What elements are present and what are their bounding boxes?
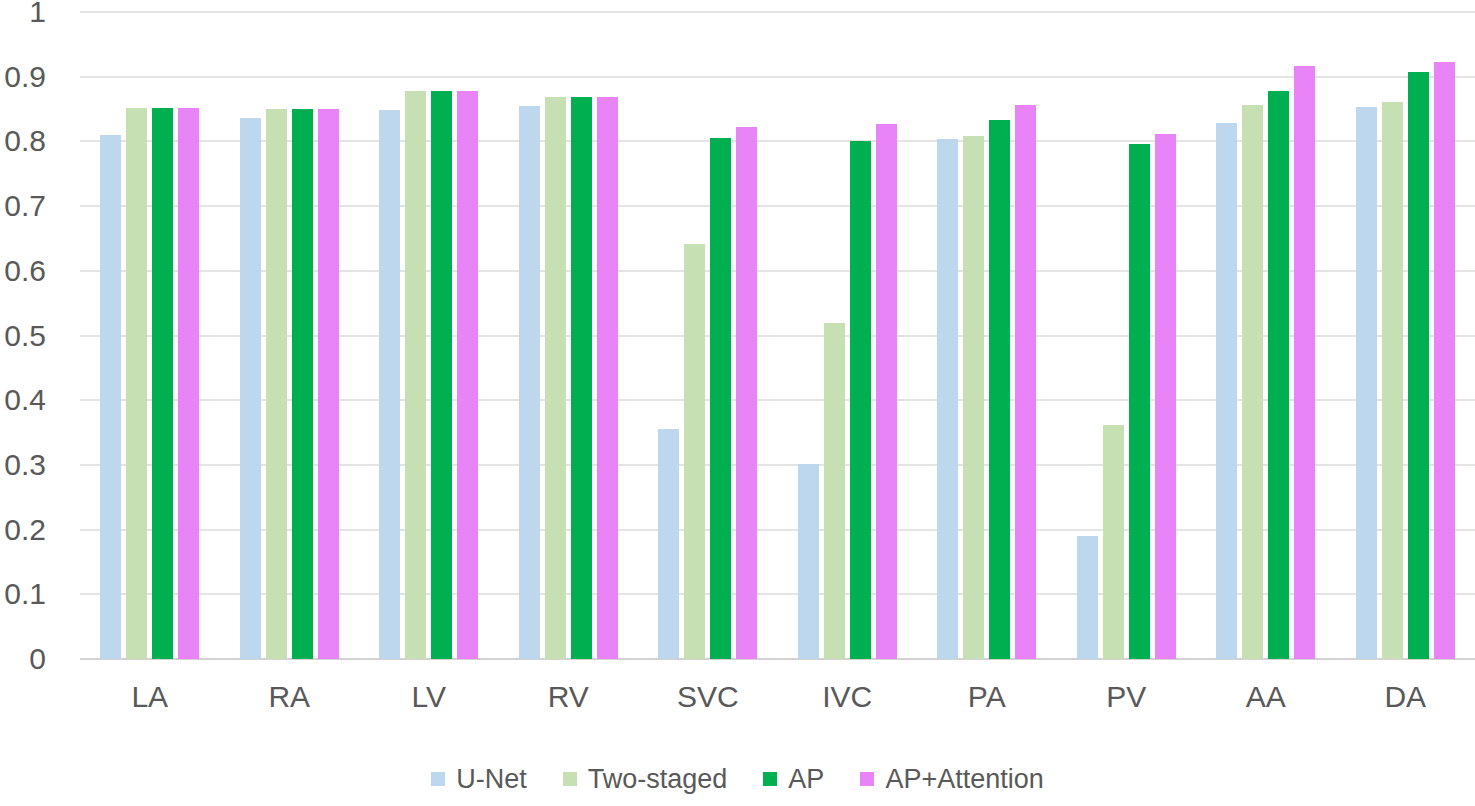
bar-LA-U-Net: [100, 135, 121, 659]
x-tick-label-IVC: IVC: [778, 680, 918, 714]
bar-group-SVC: [638, 12, 778, 659]
bar-PV-U-Net: [1077, 536, 1098, 659]
bar-AA-AP+Attention: [1294, 66, 1315, 659]
bar-PV-AP: [1129, 144, 1150, 659]
bars-row: [80, 12, 1475, 659]
legend-item-Two-staged: Two-staged: [563, 764, 728, 794]
bar-PA-AP: [989, 120, 1010, 659]
legend-label: Two-staged: [588, 764, 728, 794]
y-axis: 00.10.20.30.40.50.60.70.80.91: [0, 12, 46, 659]
x-tick-label-RA: RA: [220, 680, 360, 714]
bar-group-RV: [499, 12, 639, 659]
bar-RA-Two-staged: [266, 109, 287, 659]
bar-DA-Two-staged: [1382, 102, 1403, 659]
bar-LV-AP: [431, 91, 452, 659]
y-tick-label-0.5: 0.5: [0, 321, 46, 351]
bar-group-PV: [1057, 12, 1197, 659]
legend-item-AP: AP: [763, 764, 824, 794]
x-tick-label-LV: LV: [359, 680, 499, 714]
legend-label: AP+Attention: [885, 764, 1043, 794]
x-tick-label-SVC: SVC: [638, 680, 778, 714]
bar-PA-U-Net: [937, 139, 958, 659]
bar-RA-U-Net: [240, 118, 261, 659]
bar-RV-AP+Attention: [597, 97, 618, 659]
legend-swatch-icon: [763, 772, 777, 786]
plot-area: [80, 12, 1475, 659]
bar-LV-Two-staged: [405, 91, 426, 659]
x-axis: LARALVRVSVCIVCPAPVAADA: [80, 680, 1475, 714]
bar-LV-AP+Attention: [457, 91, 478, 659]
bar-RV-U-Net: [519, 106, 540, 659]
x-tick-label-RV: RV: [499, 680, 639, 714]
legend-item-AP+Attention: AP+Attention: [860, 764, 1043, 794]
bar-SVC-AP: [710, 138, 731, 659]
bar-SVC-Two-staged: [684, 244, 705, 659]
bar-IVC-U-Net: [798, 464, 819, 659]
bar-PA-AP+Attention: [1015, 105, 1036, 659]
y-tick-label-0.8: 0.8: [0, 126, 46, 156]
y-tick-label-0.3: 0.3: [0, 450, 46, 480]
bar-LA-Two-staged: [126, 108, 147, 659]
legend-swatch-icon: [563, 772, 577, 786]
bar-chart: 0 0.1 0.2 0.3 0.4 0.5 0.6 0.7 0.8 0.9 1 LARALVRVSV…: [0, 0, 1475, 806]
bar-DA-U-Net: [1356, 107, 1377, 659]
bar-RA-AP+Attention: [318, 109, 339, 659]
x-tick-label-PV: PV: [1057, 680, 1197, 714]
bar-group-PA: [917, 12, 1057, 659]
x-tick-label-DA: DA: [1336, 680, 1475, 714]
y-tick-label-0.9: 0.9: [0, 62, 46, 92]
y-tick-label-0.6: 0.6: [0, 256, 46, 286]
bar-DA-AP: [1408, 72, 1429, 659]
legend-swatch-icon: [860, 772, 874, 786]
y-tick-label-0: 0: [0, 644, 46, 674]
bar-IVC-AP: [850, 141, 871, 659]
legend: U-Net Two-staged AP AP+Attention: [0, 764, 1475, 794]
bar-RV-Two-staged: [545, 97, 566, 659]
y-tick-label-0.7: 0.7: [0, 191, 46, 221]
bar-IVC-AP+Attention: [876, 124, 897, 659]
bar-DA-AP+Attention: [1434, 62, 1455, 659]
legend-label: AP: [788, 764, 824, 794]
bar-group-DA: [1336, 12, 1475, 659]
bar-group-LV: [359, 12, 499, 659]
bar-LA-AP+Attention: [178, 108, 199, 659]
bar-group-AA: [1196, 12, 1336, 659]
y-tick-label-0.2: 0.2: [0, 515, 46, 545]
bar-SVC-U-Net: [658, 429, 679, 659]
bar-AA-Two-staged: [1242, 105, 1263, 659]
y-tick-label-1: 1: [0, 0, 46, 27]
bar-IVC-Two-staged: [824, 323, 845, 659]
bar-group-IVC: [778, 12, 918, 659]
x-tick-label-LA: LA: [80, 680, 220, 714]
bar-RA-AP: [292, 109, 313, 659]
bar-LV-U-Net: [379, 110, 400, 659]
bar-PA-Two-staged: [963, 136, 984, 659]
bar-AA-AP: [1268, 91, 1289, 659]
x-tick-label-AA: AA: [1196, 680, 1336, 714]
bar-PV-Two-staged: [1103, 425, 1124, 659]
x-tick-label-PA: PA: [917, 680, 1057, 714]
bar-PV-AP+Attention: [1155, 134, 1176, 659]
y-tick-label-0.4: 0.4: [0, 385, 46, 415]
legend-swatch-icon: [431, 772, 445, 786]
bar-LA-AP: [152, 108, 173, 659]
legend-item-U-Net: U-Net: [431, 764, 527, 794]
bar-group-RA: [220, 12, 360, 659]
legend-label: U-Net: [456, 764, 527, 794]
bar-AA-U-Net: [1216, 123, 1237, 659]
bar-group-LA: [80, 12, 220, 659]
bar-SVC-AP+Attention: [736, 127, 757, 659]
bar-RV-AP: [571, 97, 592, 659]
y-tick-label-0.1: 0.1: [0, 579, 46, 609]
